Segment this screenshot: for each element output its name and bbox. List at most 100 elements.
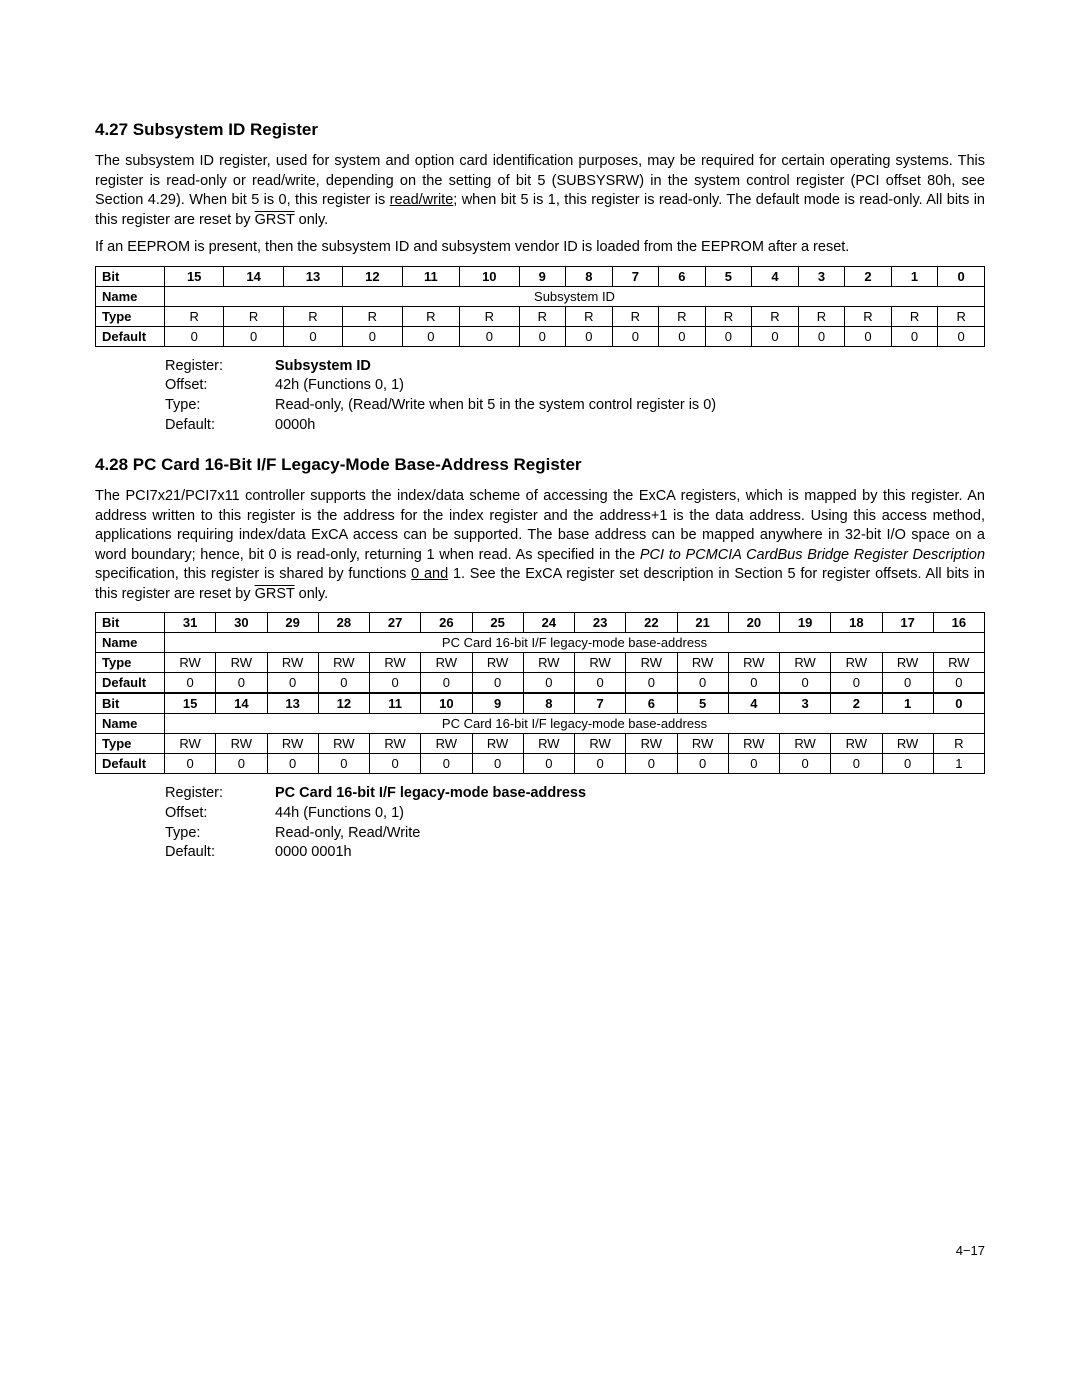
bit-col: 8 — [523, 693, 574, 714]
default-cell: 0 — [460, 326, 519, 346]
default-cell: 0 — [421, 754, 472, 774]
type-cell: RW — [677, 653, 728, 673]
default-cell: 0 — [267, 754, 318, 774]
summary-value: PC Card 16-bit I/F legacy-mode base-addr… — [275, 785, 586, 801]
default-cell: 0 — [216, 754, 267, 774]
summary-label: Default: — [165, 843, 275, 863]
text: only. — [295, 586, 329, 602]
bit-label: Bit — [96, 266, 165, 286]
grst-signal: GRST — [255, 212, 295, 228]
type-cell: RW — [575, 734, 626, 754]
page-number: 4−17 — [95, 1243, 985, 1258]
bit-col: 20 — [728, 613, 779, 633]
default-label: Default — [96, 673, 165, 694]
type-cell: RW — [882, 734, 933, 754]
bit-col: 21 — [677, 613, 728, 633]
bit-col: 2 — [831, 693, 882, 714]
section-heading-4-28: 4.28 PC Card 16-Bit I/F Legacy-Mode Base… — [95, 455, 985, 475]
default-cell: 0 — [566, 326, 613, 346]
table-row: Type RW RW RW RW RW RW RW RW RW RW RW RW… — [96, 734, 985, 754]
bit-col: 9 — [519, 266, 566, 286]
bit-col: 18 — [831, 613, 882, 633]
bit-col: 26 — [421, 613, 472, 633]
type-cell: R — [612, 306, 659, 326]
type-cell: RW — [370, 734, 421, 754]
bit-col: 15 — [165, 693, 216, 714]
bit-col: 16 — [933, 613, 984, 633]
default-cell: 1 — [933, 754, 984, 774]
type-cell: RW — [421, 734, 472, 754]
default-cell: 0 — [677, 754, 728, 774]
default-cell: 0 — [523, 754, 574, 774]
bit-col: 10 — [460, 266, 519, 286]
summary-value: 42h (Functions 0, 1) — [275, 377, 404, 393]
page: 4.27 Subsystem ID Register The subsystem… — [0, 0, 1080, 1298]
default-cell: 0 — [626, 673, 677, 694]
summary-label: Register: — [165, 357, 275, 377]
table-row: Bit 15 14 13 12 11 10 9 8 7 6 5 4 3 2 1 … — [96, 693, 985, 714]
default-cell: 0 — [370, 754, 421, 774]
bit-col: 7 — [612, 266, 659, 286]
legacy-mode-table: Bit 31 30 29 28 27 26 25 24 23 22 21 20 … — [95, 612, 985, 774]
type-cell: R — [891, 306, 938, 326]
bit-col: 11 — [370, 693, 421, 714]
default-cell: 0 — [677, 673, 728, 694]
default-cell: 0 — [318, 754, 369, 774]
summary-label: Type: — [165, 824, 275, 844]
subsystem-id-summary: Register:Subsystem ID Offset:42h (Functi… — [165, 357, 985, 435]
table-row: Bit 15 14 13 12 11 10 9 8 7 6 5 4 3 2 1 … — [96, 266, 985, 286]
summary-label: Type: — [165, 396, 275, 416]
default-cell: 0 — [626, 754, 677, 774]
bit-col: 12 — [343, 266, 402, 286]
default-cell: 0 — [523, 673, 574, 694]
default-cell: 0 — [612, 326, 659, 346]
bit-col: 23 — [575, 613, 626, 633]
type-cell: RW — [370, 653, 421, 673]
bit-label: Bit — [96, 693, 165, 714]
table-row: Name PC Card 16-bit I/F legacy-mode base… — [96, 714, 985, 734]
type-cell: R — [519, 306, 566, 326]
default-cell: 0 — [780, 673, 831, 694]
bit-col: 5 — [677, 693, 728, 714]
bit-col: 24 — [523, 613, 574, 633]
type-cell: RW — [216, 734, 267, 754]
bit-col: 6 — [659, 266, 706, 286]
type-cell: R — [933, 734, 984, 754]
bit-col: 13 — [267, 693, 318, 714]
summary-label: Register: — [165, 784, 275, 804]
type-cell: RW — [728, 653, 779, 673]
name-value: PC Card 16-bit I/F legacy-mode base-addr… — [165, 714, 985, 734]
default-cell: 0 — [402, 326, 460, 346]
bit-col: 14 — [216, 693, 267, 714]
name-label: Name — [96, 633, 165, 653]
text: specification, this register is shared b… — [95, 566, 411, 582]
default-cell: 0 — [831, 673, 882, 694]
bit-col: 12 — [318, 693, 369, 714]
type-cell: RW — [523, 734, 574, 754]
default-cell: 0 — [519, 326, 566, 346]
bit-col: 3 — [798, 266, 845, 286]
bit-col: 2 — [845, 266, 892, 286]
type-cell: RW — [472, 734, 523, 754]
type-cell: RW — [318, 653, 369, 673]
default-cell: 0 — [891, 326, 938, 346]
summary-label: Default: — [165, 416, 275, 436]
name-label: Name — [96, 714, 165, 734]
type-cell: RW — [728, 734, 779, 754]
type-cell: RW — [831, 734, 882, 754]
name-label: Name — [96, 286, 165, 306]
default-cell: 0 — [216, 673, 267, 694]
bit-col: 5 — [705, 266, 752, 286]
type-cell: RW — [421, 653, 472, 673]
default-cell: 0 — [165, 326, 224, 346]
bit-col: 3 — [780, 693, 831, 714]
default-cell: 0 — [882, 673, 933, 694]
type-cell: R — [402, 306, 460, 326]
type-cell: RW — [267, 734, 318, 754]
default-cell: 0 — [472, 754, 523, 774]
table-row: Default 0 0 0 0 0 0 0 0 0 0 0 0 0 0 0 0 — [96, 326, 985, 346]
bit-label: Bit — [96, 613, 165, 633]
default-cell: 0 — [938, 326, 985, 346]
subsystem-id-table: Bit 15 14 13 12 11 10 9 8 7 6 5 4 3 2 1 … — [95, 266, 985, 347]
default-label: Default — [96, 326, 165, 346]
